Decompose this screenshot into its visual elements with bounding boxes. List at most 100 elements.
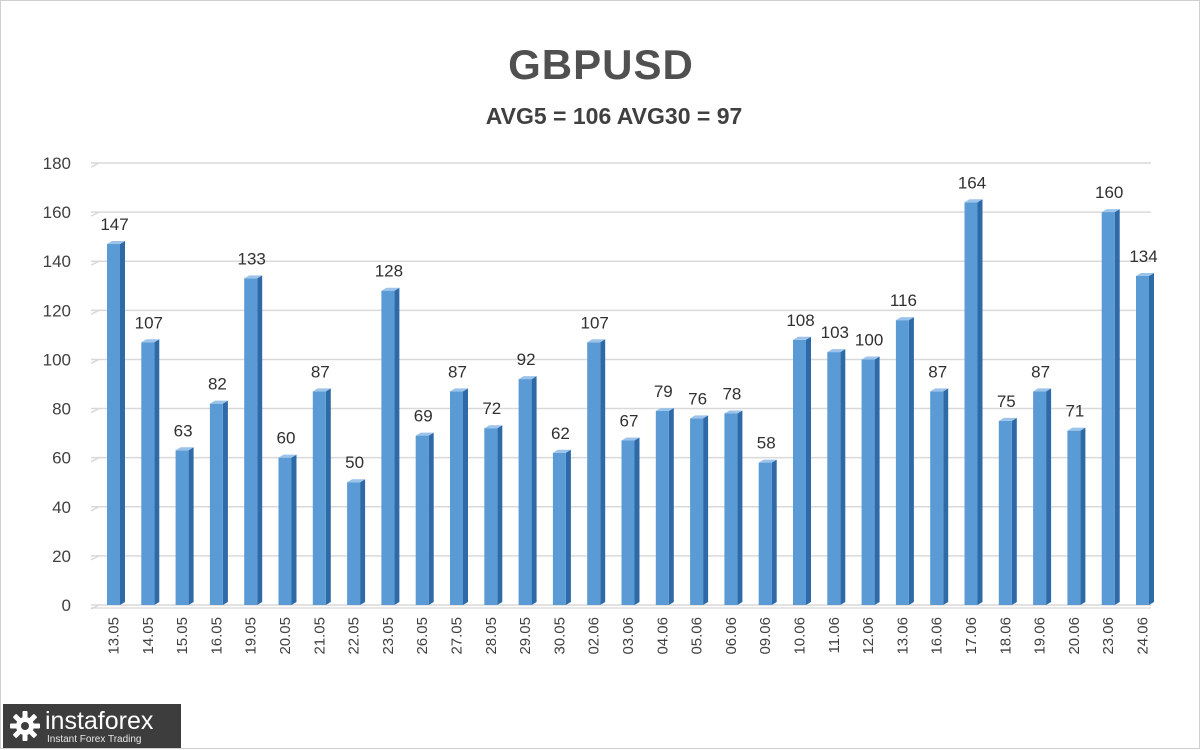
bar-top [107,241,125,245]
bar-top [1067,427,1086,431]
data-label: 134 [1129,247,1157,266]
bar-side [1011,417,1017,605]
bar [1067,430,1081,605]
bar-side [565,449,571,605]
data-label: 128 [375,262,403,281]
bar-top [347,479,366,483]
y-tick-label: 100 [43,350,71,369]
data-label: 147 [100,215,128,234]
gridline-depth [90,407,100,414]
bar-top [1136,272,1154,276]
x-tick-label: 06.06 [723,617,740,655]
bar-side [737,410,743,605]
y-tick-label: 180 [43,154,71,173]
bar [518,379,532,605]
x-tick-label: 20.06 [1066,617,1083,655]
chart-title: GBPUSD [508,41,694,88]
bar-top [244,275,263,279]
data-label: 164 [958,173,986,192]
x-tick-label: 03.06 [620,617,637,655]
data-label: 71 [1065,402,1084,421]
x-tick-label: 13.06 [894,617,911,655]
x-tick-label: 09.06 [757,617,774,655]
y-tick-label: 120 [43,301,71,320]
data-label: 108 [786,311,814,330]
bar [1101,212,1115,605]
bar-side [600,339,606,605]
x-tick-label: 16.06 [929,617,946,655]
x-tick-label: 30.05 [551,617,568,655]
bar-top [484,425,503,429]
bar-top [655,408,674,412]
bar-top [930,388,949,392]
x-tick-label: 11.06 [826,617,843,653]
bar [347,482,361,605]
bar-top [312,388,331,392]
data-label: 107 [135,313,163,332]
bar-top [209,400,228,404]
x-tick-label: 05.06 [689,617,706,655]
gridline-depth [90,506,100,512]
brand-tagline: Instant Forex Trading [47,734,142,745]
gridline-depth [90,309,100,316]
y-tick-label: 140 [43,252,71,271]
bar [450,391,463,605]
x-tick-label: 19.05 [243,617,260,655]
data-label: 160 [1095,183,1123,202]
bar [827,352,841,605]
bar [552,452,566,605]
gridline-depth [90,260,100,266]
data-label: 75 [997,392,1016,411]
y-tick-label: 160 [43,203,71,222]
chart-subtitle: AVG5 = 106 AVG30 = 97 [485,103,743,129]
x-tick-label: 16.05 [208,617,225,655]
x-tick-label: 23.06 [1100,617,1117,655]
brand-name: instaforex [45,707,154,735]
y-tick-label: 40 [52,498,71,517]
bar [930,391,944,605]
bar-side [840,349,846,605]
x-tick-label: 15.05 [174,617,191,655]
x-tick-label: 18.06 [997,617,1014,655]
data-label: 87 [928,362,947,381]
y-tick-label: 60 [52,449,71,468]
bar [724,413,738,605]
bar-top [621,437,640,441]
bar-side [497,425,503,605]
data-label: 82 [208,375,227,394]
bar-top [450,388,468,392]
bar-side [908,317,914,605]
data-label: 133 [238,249,266,268]
x-tick-label: 26.05 [414,617,431,655]
bar [998,420,1012,605]
bar-side [703,415,709,605]
bar-side [154,339,160,605]
bar-top [552,449,571,453]
bar [244,278,258,605]
x-tick-label: 23.05 [380,617,397,655]
bar [964,202,978,606]
bar-side [1149,272,1154,605]
data-label: 116 [890,291,917,310]
bar-side [943,388,949,605]
bar [587,342,601,605]
bar-top [895,317,914,321]
bar-side [874,356,880,605]
bar [621,440,635,605]
bar-side [394,287,400,605]
bar-top [1101,209,1120,213]
bar-side [977,199,983,606]
x-tick-label: 17.06 [963,617,980,655]
bar [381,290,395,605]
x-tick-label: 02.06 [586,617,603,655]
data-label: 92 [517,350,536,369]
bar-side [1046,388,1052,605]
gridline-depth [90,555,100,561]
gridline-depth [90,358,100,365]
bar-side [806,336,811,605]
bar [861,359,875,605]
bar-top [861,356,880,360]
bar-side [428,432,434,605]
data-label: 103 [821,323,849,342]
gridline-depth [90,162,100,168]
